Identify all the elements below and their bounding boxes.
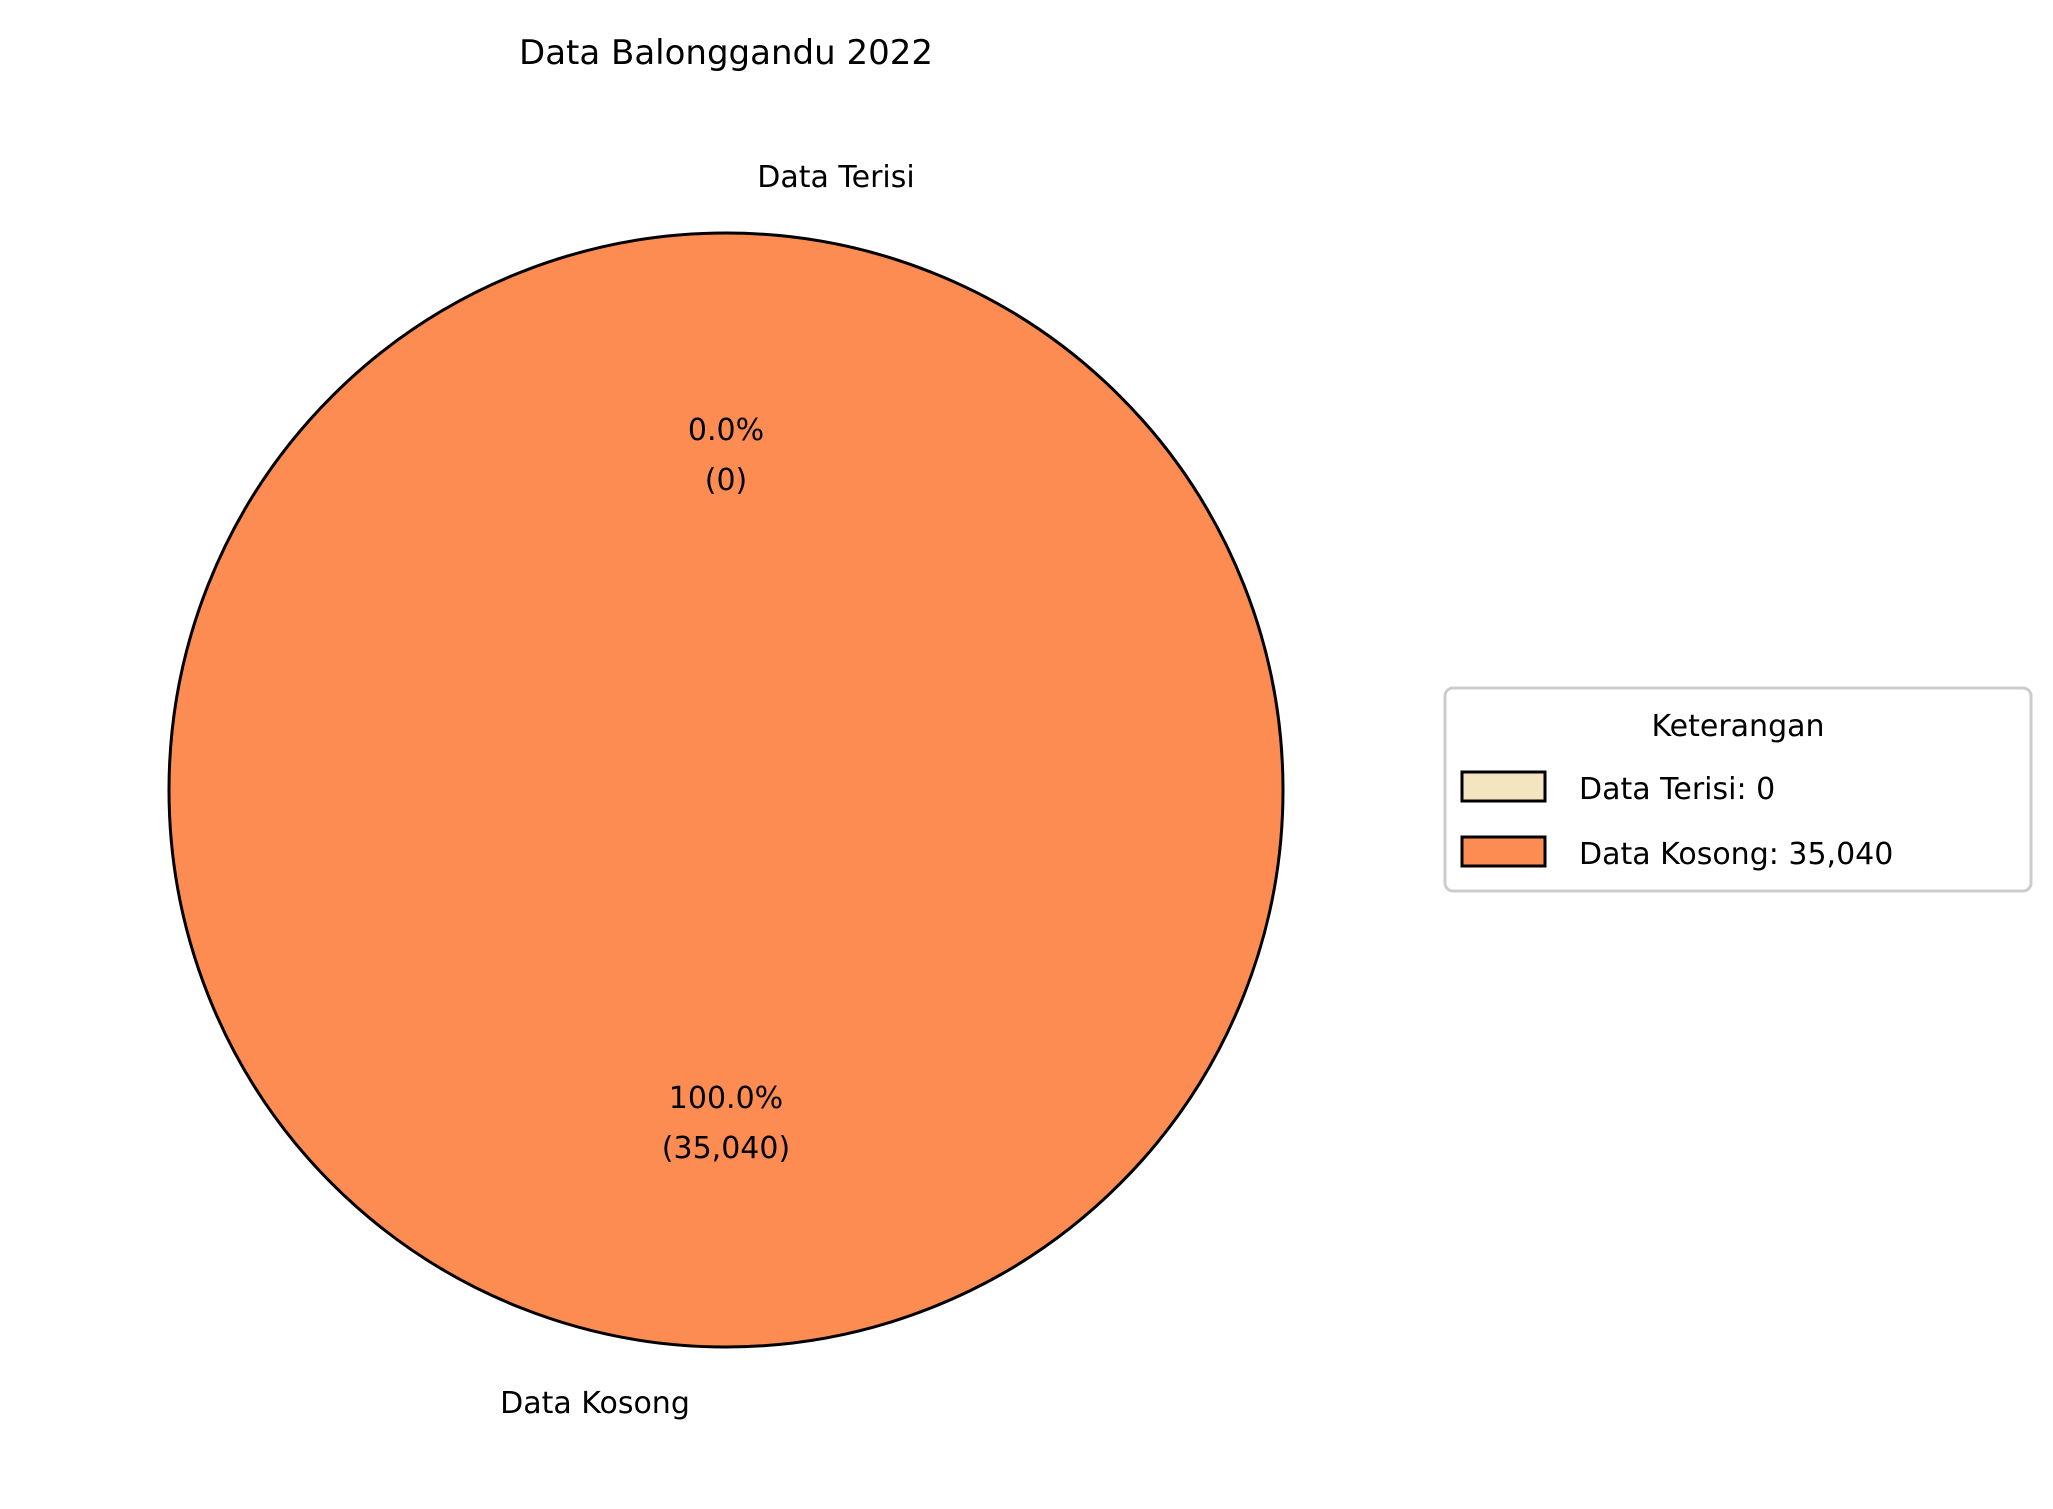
slice-label-data-terisi: Data Terisi <box>757 160 915 195</box>
slice-label-data-kosong: Data Kosong <box>500 1386 690 1421</box>
legend-title: Keterangan <box>1651 709 1824 744</box>
slice-value-labels: 0.0% (0) 100.0% (35,040) <box>662 413 790 1166</box>
legend-label-data-kosong: Data Kosong: 35,040 <box>1579 837 1893 872</box>
legend-swatch-data-kosong <box>1460 835 1547 868</box>
percent-label-data-kosong: 100.0% <box>669 1081 783 1116</box>
legend: Keterangan Data Terisi: 0 Data Kosong: 3… <box>1443 686 2033 893</box>
count-label-data-kosong: (35,040) <box>662 1131 790 1166</box>
chart-title: Data Balonggandu 2022 <box>519 33 933 73</box>
percent-label-data-terisi: 0.0% <box>688 413 764 448</box>
pie <box>167 231 1285 1349</box>
count-label-data-terisi: (0) <box>705 463 748 498</box>
slice-labels: Data Terisi Data Kosong <box>500 160 915 1421</box>
legend-label-data-terisi: Data Terisi: 0 <box>1579 772 1775 807</box>
pie-slice-data-kosong[interactable] <box>167 231 1285 1349</box>
legend-swatch-data-terisi <box>1460 770 1547 803</box>
legend-frame <box>1443 686 2033 893</box>
